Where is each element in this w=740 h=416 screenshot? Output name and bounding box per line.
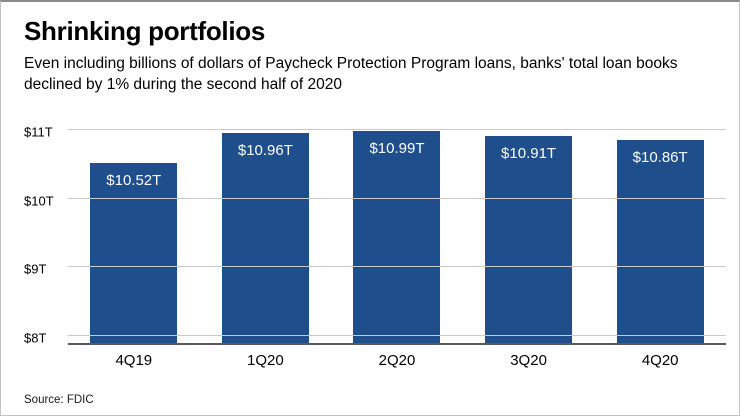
bar-slot: $10.52T bbox=[68, 130, 200, 343]
bar-2Q20: $10.99T bbox=[353, 130, 441, 343]
plot-area: $10.52T $10.96T $10.99T $10.91T $10.86T bbox=[68, 129, 726, 345]
bar-slot: $10.99T bbox=[331, 130, 463, 343]
source-note: Source: FDIC bbox=[24, 394, 94, 406]
bar-4Q20: $10.86T bbox=[616, 139, 704, 343]
chart-title: Shrinking portfolios bbox=[24, 16, 265, 46]
bar-3Q20: $10.91T bbox=[485, 136, 573, 343]
bar-value-label: $10.86T bbox=[632, 148, 688, 166]
bar-slot: $10.86T bbox=[594, 130, 726, 343]
chart-area: $8T $9T $10T $11T $10.52T $10.96T $10.99T $10.… bbox=[24, 125, 726, 346]
x-axis-label: 2Q20 bbox=[378, 352, 416, 369]
x-axis-label: 1Q20 bbox=[247, 352, 284, 369]
x-axis-label: 4Q19 bbox=[115, 352, 153, 369]
gridline bbox=[68, 335, 726, 336]
bar-value-label: $10.96T bbox=[237, 141, 293, 159]
chart-subtitle: Even including billions of dollars of Pa… bbox=[24, 55, 678, 93]
bar-1Q20: $10.96T bbox=[221, 132, 309, 343]
y-axis-label: $10T bbox=[24, 193, 54, 209]
bars-container: $10.52T $10.96T $10.99T $10.91T $10.86T bbox=[68, 130, 726, 343]
y-axis-label: $11T bbox=[24, 124, 53, 140]
bar-4Q19: $10.52T bbox=[90, 162, 178, 343]
bar-value-label: $10.52T bbox=[106, 171, 162, 189]
gridline bbox=[68, 129, 726, 130]
x-axis: 4Q19 1Q20 2Q20 3Q20 4Q20 bbox=[68, 352, 726, 369]
x-axis-label: 3Q20 bbox=[510, 352, 547, 369]
bar-value-label: $10.91T bbox=[501, 145, 557, 163]
bar-slot: $10.96T bbox=[200, 130, 332, 343]
bar-slot: $10.91T bbox=[463, 130, 595, 343]
y-axis-label: $9T bbox=[24, 261, 47, 277]
gridline bbox=[68, 266, 726, 268]
y-axis: $8T $9T $10T $11T bbox=[24, 125, 68, 346]
header: Shrinking portfolios Even including bill… bbox=[24, 16, 720, 96]
gridline bbox=[68, 197, 726, 199]
bar-value-label: $10.99T bbox=[369, 139, 425, 157]
x-axis-label: 4Q20 bbox=[641, 352, 679, 369]
y-axis-label: $8T bbox=[24, 330, 47, 346]
